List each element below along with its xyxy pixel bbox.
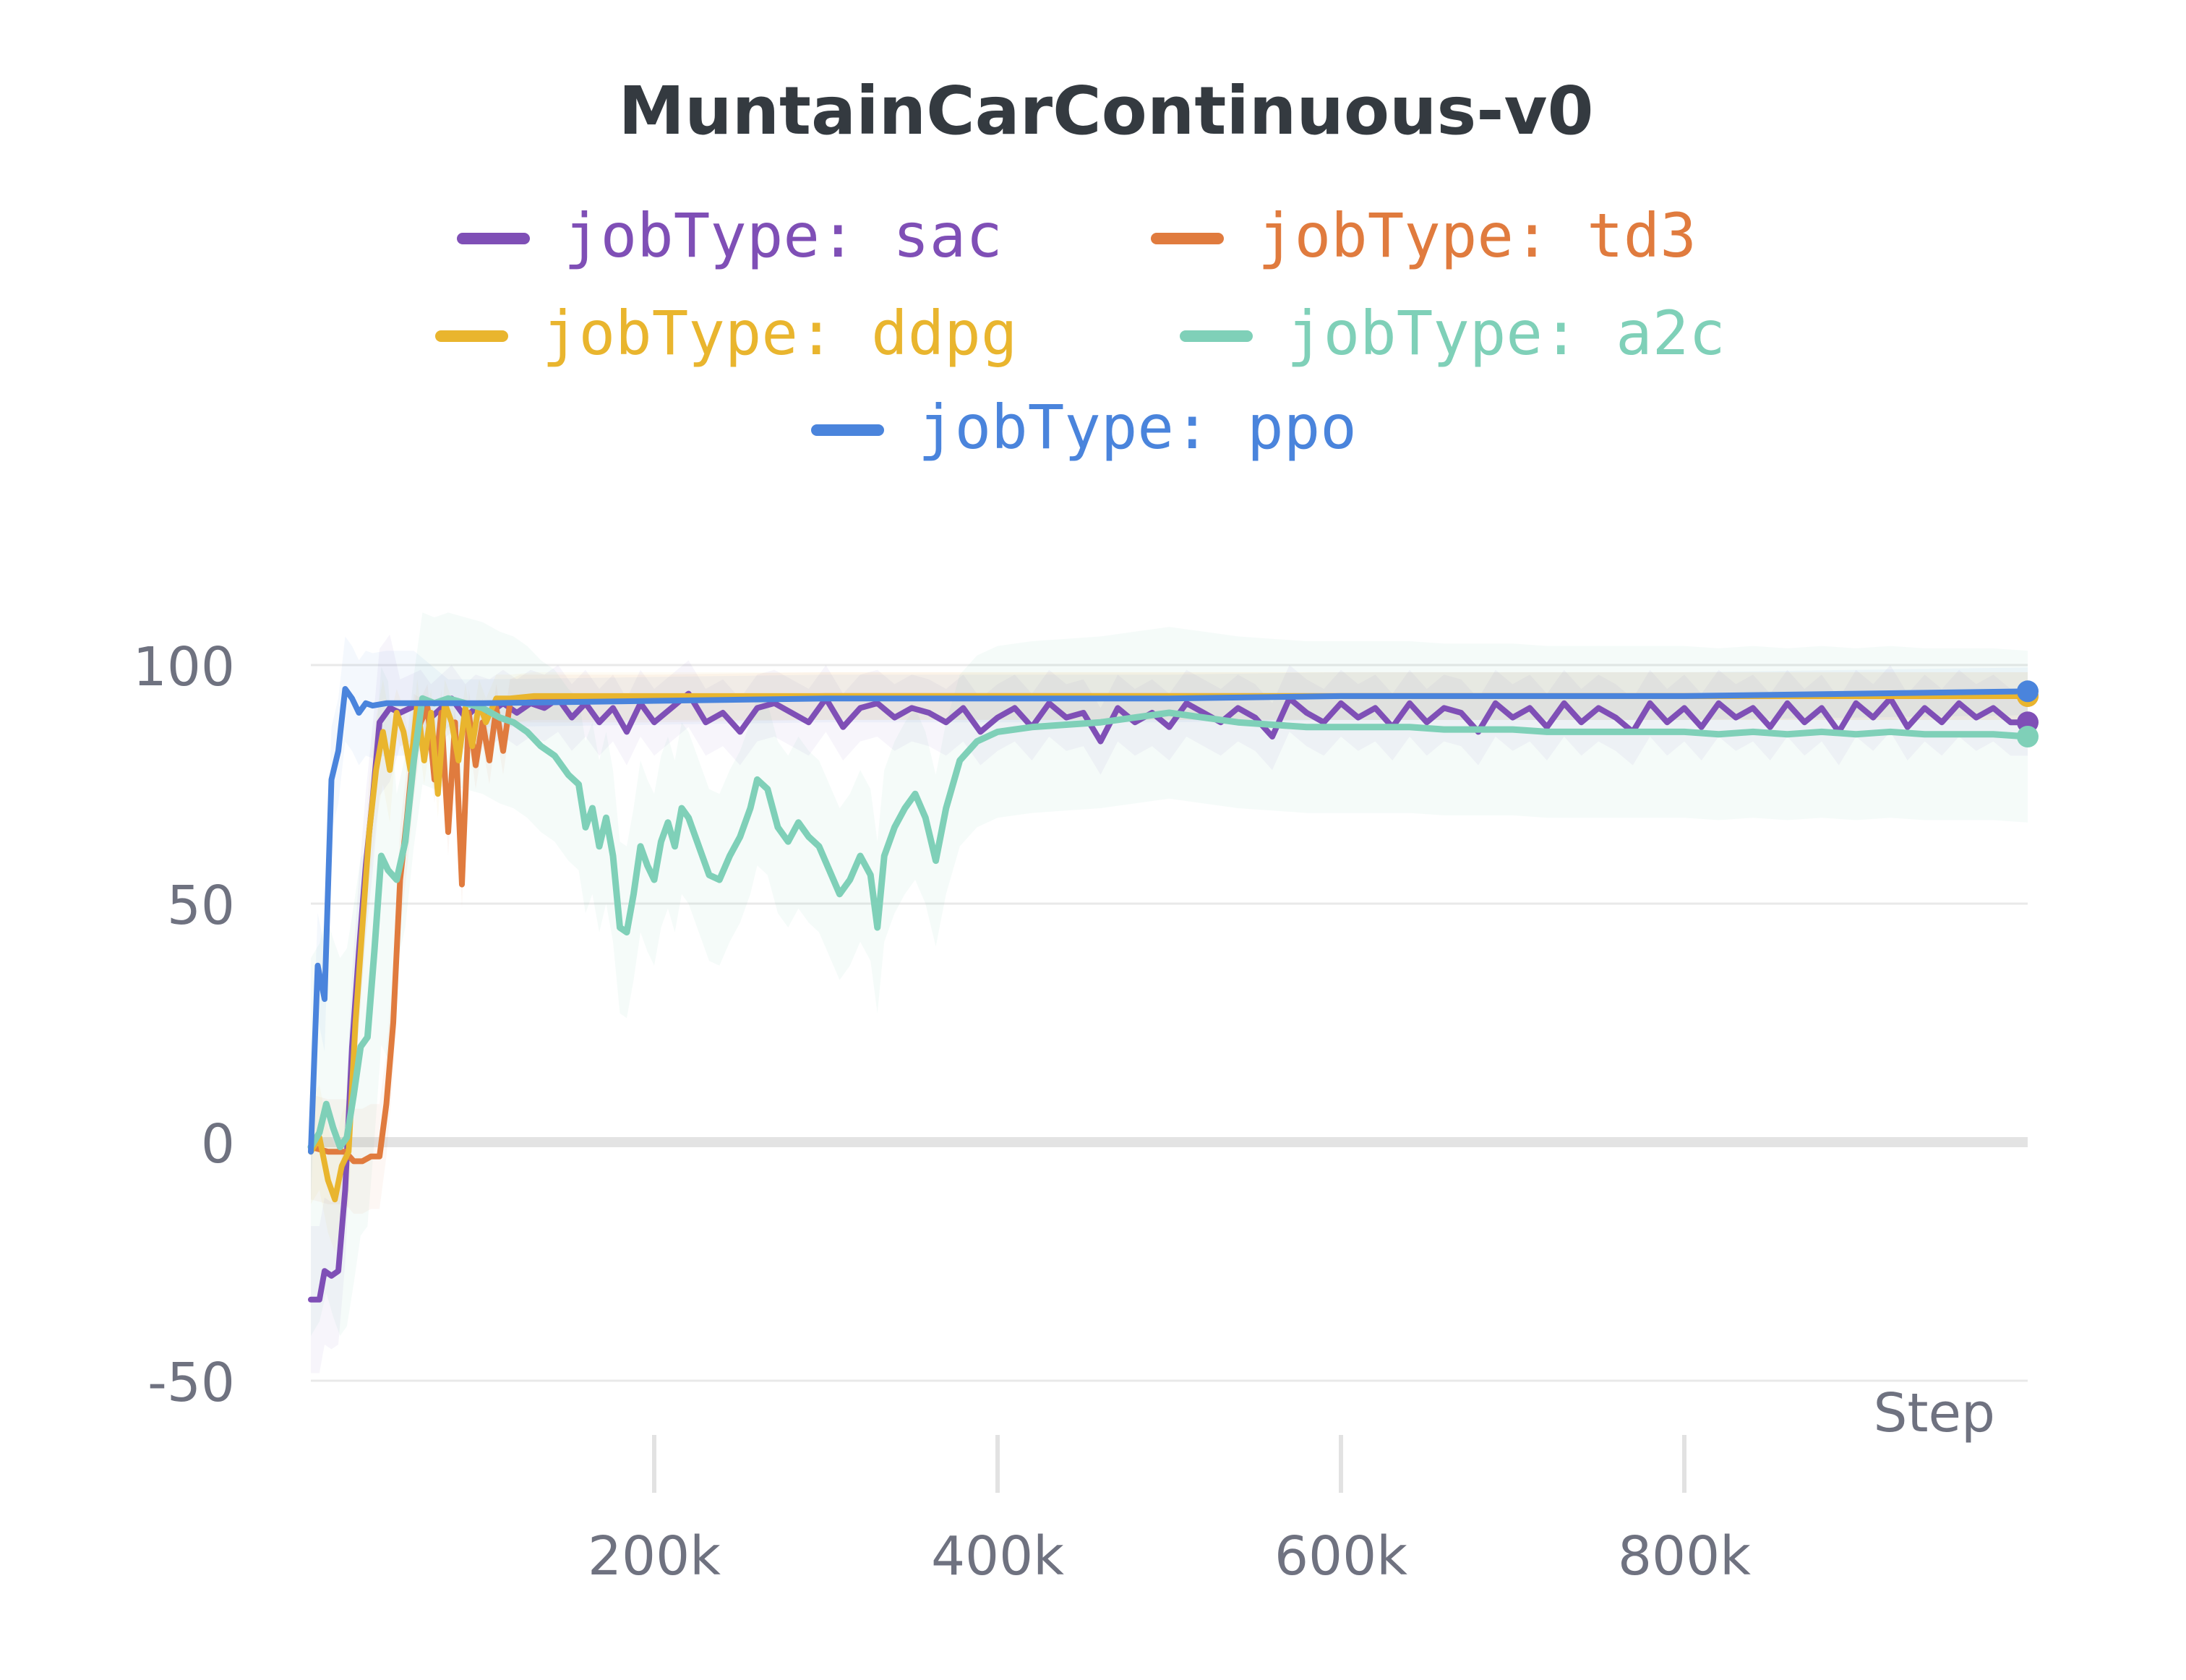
legend-item: jobType: ppo (811, 392, 1357, 463)
legend-label: jobType: td3 (1258, 200, 1697, 271)
series-lines (307, 686, 2031, 1303)
legend-label: jobType: sac (564, 200, 1003, 271)
x-tick-label: 400k (931, 1525, 1064, 1587)
legend-label: jobType: a2c (1287, 298, 1726, 369)
x-tick-label: 200k (588, 1525, 721, 1587)
series-band (311, 612, 2028, 1336)
x-tick-label: 600k (1274, 1525, 1407, 1587)
legend-item: jobType: sac (457, 200, 1003, 271)
legend-item: jobType: ddpg (435, 298, 1017, 369)
series-endpoint (2017, 680, 2039, 703)
series-line (308, 690, 2031, 1303)
legend-label: jobType: ppo (918, 392, 1357, 463)
y-tick-label: 50 (167, 875, 235, 937)
chart-title: MuntainCarContinuous-v0 (619, 72, 1594, 150)
legend: jobType: sac jobType: td3 jobType: ddpg job… (435, 200, 1726, 463)
y-tick-label: 0 (201, 1113, 235, 1175)
series-endpoint (2017, 726, 2039, 747)
legend-item: jobType: a2c (1180, 298, 1726, 369)
gridlines (311, 664, 2028, 1382)
series-line (308, 686, 2031, 1155)
series-line (307, 695, 2031, 1151)
x-tick-label: 800k (1618, 1525, 1751, 1587)
legend-item: jobType: td3 (1151, 200, 1697, 271)
series-endpoints (2017, 680, 2039, 747)
axes: -50 0 50 100 200k 400k 600k 800k Step (133, 636, 1995, 1587)
y-tick-label: -50 (147, 1352, 235, 1414)
x-axis-label: Step (1874, 1382, 1996, 1444)
legend-label: jobType: ddpg (542, 298, 1017, 369)
y-tick-label: 100 (133, 636, 235, 698)
